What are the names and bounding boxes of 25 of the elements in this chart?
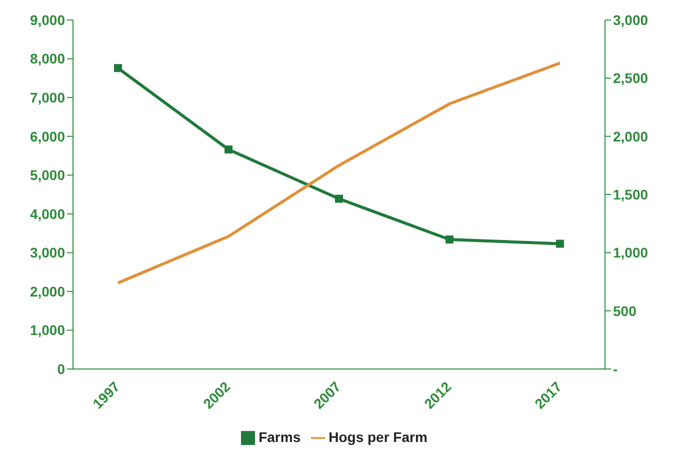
point [114, 64, 122, 72]
y2-tick-label: - [613, 360, 618, 377]
y-tick-label: 1,000 [30, 322, 66, 338]
point [335, 194, 343, 203]
legend-label: Farms [258, 429, 301, 445]
y-tick-label: 0 [57, 360, 66, 377]
y2-tick-label: 2,500 [613, 70, 648, 86]
y-tick-label: 2,000 [30, 283, 66, 300]
y2-tick-label: 3,000 [613, 12, 648, 28]
y-tick-label: 3,000 [30, 244, 66, 261]
y2-tick-label: 2,000 [613, 128, 648, 144]
y-tick-label: 8,000 [30, 50, 66, 67]
point [446, 235, 454, 244]
y-tick-label: 9,000 [30, 12, 66, 28]
y2-tick-label: 1,000 [613, 244, 648, 261]
y-tick-label: 5,000 [30, 167, 66, 184]
legend-label: Hogs per Farm [328, 429, 428, 445]
line-series [116, 62, 562, 284]
point [224, 146, 232, 154]
y2-tick-label: 500 [613, 302, 637, 319]
y-tick-label: 6,000 [30, 128, 66, 144]
y-tick-label: 4,000 [30, 206, 66, 222]
point [556, 240, 564, 248]
y2-tick-label: 1,500 [613, 186, 648, 202]
y-tick-label: 7,000 [30, 90, 66, 106]
